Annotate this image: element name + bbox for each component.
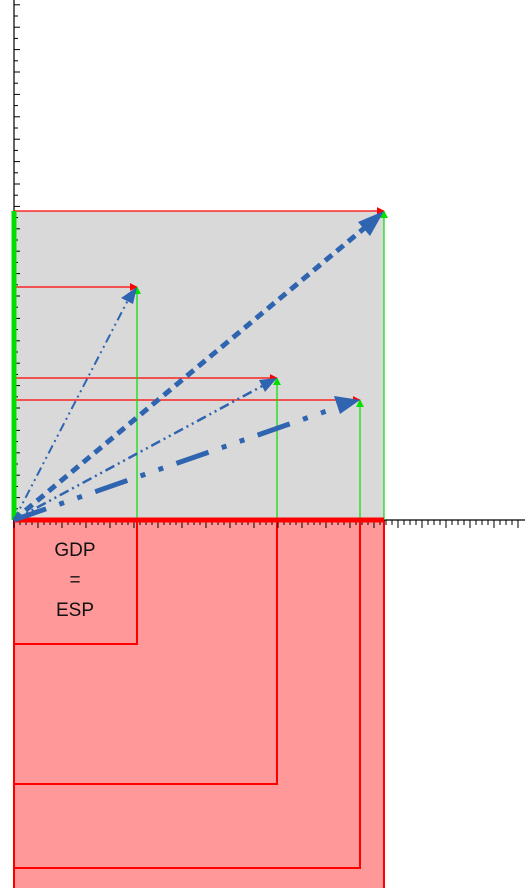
vector-3-head bbox=[334, 396, 360, 414]
vector-1 bbox=[13, 299, 129, 521]
label-gdp: GDP bbox=[54, 540, 96, 561]
vector-1-head bbox=[121, 287, 137, 304]
vector-4-head bbox=[358, 211, 384, 236]
nested-squares bbox=[13, 520, 385, 888]
horizontal-components bbox=[14, 207, 385, 404]
red-area bbox=[14, 520, 384, 888]
label-equals: = bbox=[69, 570, 81, 591]
gdp-esp-label: GDP = ESP bbox=[14, 536, 136, 626]
vertical-components bbox=[133, 210, 388, 520]
vector-2-head bbox=[259, 378, 277, 392]
blue-vectors bbox=[12, 211, 384, 523]
square-1 bbox=[14, 520, 138, 645]
vector-3 bbox=[13, 402, 345, 523]
square-2 bbox=[14, 520, 278, 785]
vector-4 bbox=[12, 223, 370, 522]
vector-2 bbox=[13, 382, 267, 522]
square-3 bbox=[14, 520, 361, 869]
label-esp: ESP bbox=[55, 600, 95, 621]
